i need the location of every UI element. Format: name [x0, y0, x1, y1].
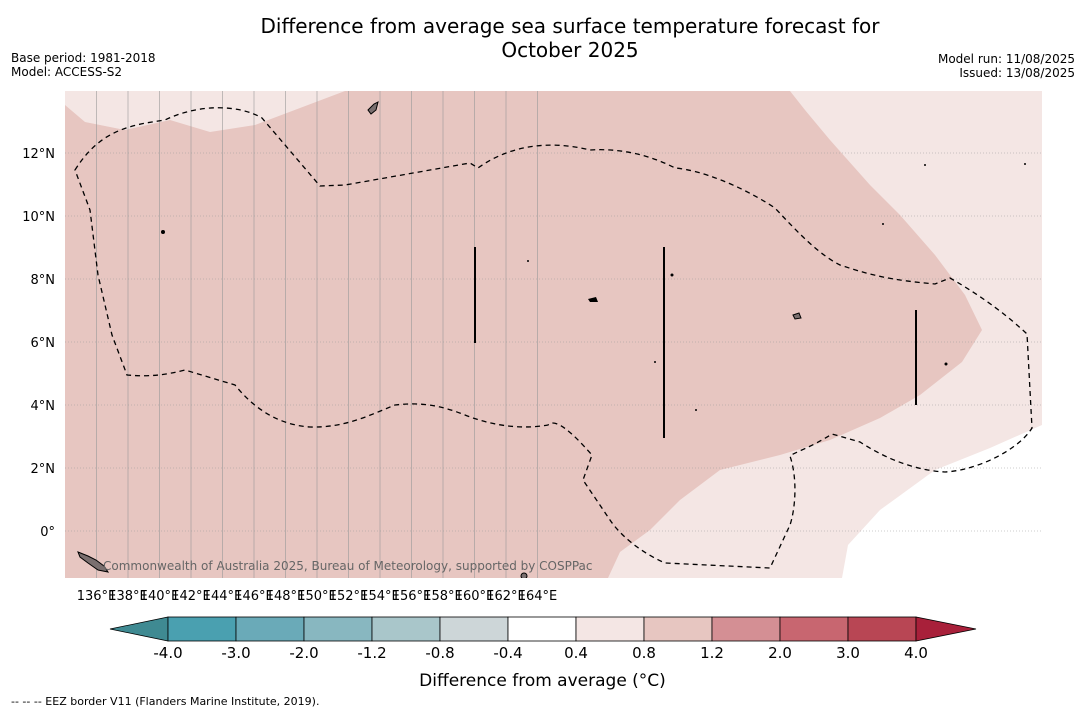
colorbar-segment	[643, 616, 713, 642]
longitude-label: 154°E	[360, 589, 400, 604]
island	[77, 551, 110, 573]
longitude-label: 162°E	[486, 589, 526, 604]
island	[588, 297, 598, 302]
island	[654, 361, 656, 363]
island	[670, 273, 674, 277]
colorbar-tick-label: -2.0	[289, 644, 319, 662]
colorbar-tick-label: 1.2	[700, 644, 724, 662]
meta-left: Base period: 1981-2018 Model: ACCESS-S2	[11, 51, 156, 79]
map-area	[65, 91, 1042, 578]
colorbar-segment	[575, 616, 645, 642]
title-line-1: Difference from average sea surface temp…	[260, 14, 880, 38]
colorbar-tick-label: 4.0	[904, 644, 928, 662]
longitude-label: 148°E	[266, 589, 306, 604]
colorbar-tick-label: 3.0	[836, 644, 860, 662]
colorbar-segment	[167, 616, 237, 642]
longitude-label: 158°E	[423, 589, 463, 604]
colorbar-tick-label: -1.2	[357, 644, 387, 662]
colorbar-segment	[779, 616, 849, 642]
copyright-text: Commonwealth of Australia 2025, Bureau o…	[103, 559, 593, 573]
island	[1024, 163, 1026, 165]
colorbar-segment	[847, 616, 917, 642]
colorbar-segment	[507, 616, 577, 642]
island	[367, 101, 379, 115]
eez-border	[74, 107, 1033, 569]
latitude-labels: 12°N 10°N 8°N 6°N 4°N 2°N 0°	[22, 147, 55, 540]
longitude-label: 136°E	[77, 589, 117, 604]
meta-right: Model run: 11/08/2025 Issued: 13/08/2025	[938, 52, 1075, 80]
base-period: Base period: 1981-2018	[11, 51, 156, 65]
longitude-label: 164°E	[518, 589, 558, 604]
colorbar-tick-label: -0.8	[425, 644, 455, 662]
colorbar-tick-label: 0.4	[564, 644, 588, 662]
colorbar-segment	[439, 616, 509, 642]
island	[792, 312, 802, 320]
island	[882, 223, 884, 225]
colorbar-tick-label: -4.0	[153, 644, 183, 662]
latitude-label: 12°N	[22, 147, 55, 162]
footnote: -- -- -- EEZ border V11 (Flanders Marine…	[11, 695, 320, 708]
colorbar-segment	[711, 616, 781, 642]
island	[924, 164, 926, 166]
longitude-label: 152°E	[329, 589, 369, 604]
longitude-labels: 136°E138°E140°E142°E144°E146°E148°E150°E…	[77, 589, 558, 604]
colorbar-over-arrow	[915, 616, 977, 642]
island	[520, 572, 528, 578]
colorbar-under-arrow	[109, 616, 169, 642]
island	[944, 362, 948, 366]
graticule	[65, 91, 1042, 578]
latitude-label: 8°N	[31, 273, 56, 288]
longitude-label: 138°E	[108, 589, 148, 604]
island	[527, 260, 529, 262]
island	[695, 409, 697, 411]
latitude-label: 2°N	[31, 462, 56, 477]
colorbar-tick-label: -3.0	[221, 644, 251, 662]
map-title: Difference from average sea surface temp…	[0, 14, 1085, 62]
latitude-label: 10°N	[22, 210, 55, 225]
model-name: Model: ACCESS-S2	[11, 65, 123, 79]
issued-date: Issued: 13/08/2025	[959, 66, 1075, 80]
colorbar-title: Difference from average (°C)	[419, 671, 666, 691]
longitude-label: 156°E	[392, 589, 432, 604]
longitude-label: 160°E	[455, 589, 495, 604]
anomaly-zone-neutral	[842, 425, 1042, 578]
longitude-label: 150°E	[297, 589, 337, 604]
latitude-label: 0°	[40, 525, 55, 540]
longitude-label: 140°E	[140, 589, 180, 604]
colorbar-segment	[303, 616, 373, 642]
latitude-label: 6°N	[31, 336, 56, 351]
colorbar-tick-label: 0.8	[632, 644, 656, 662]
longitude-label: 144°E	[203, 589, 243, 604]
longitude-label: 142°E	[171, 589, 211, 604]
island	[161, 230, 165, 234]
model-run: Model run: 11/08/2025	[937, 52, 1075, 66]
longitude-label: 146°E	[234, 589, 274, 604]
title-line-2: October 2025	[501, 38, 639, 62]
colorbar-tick-label: 2.0	[768, 644, 792, 662]
colorbar	[109, 616, 977, 642]
colorbar-segment	[371, 616, 441, 642]
latitude-label: 4°N	[31, 399, 56, 414]
colorbar-segment	[235, 616, 305, 642]
anomaly-zone-0-8	[65, 91, 982, 578]
colorbar-tick-label: -0.4	[493, 644, 523, 662]
